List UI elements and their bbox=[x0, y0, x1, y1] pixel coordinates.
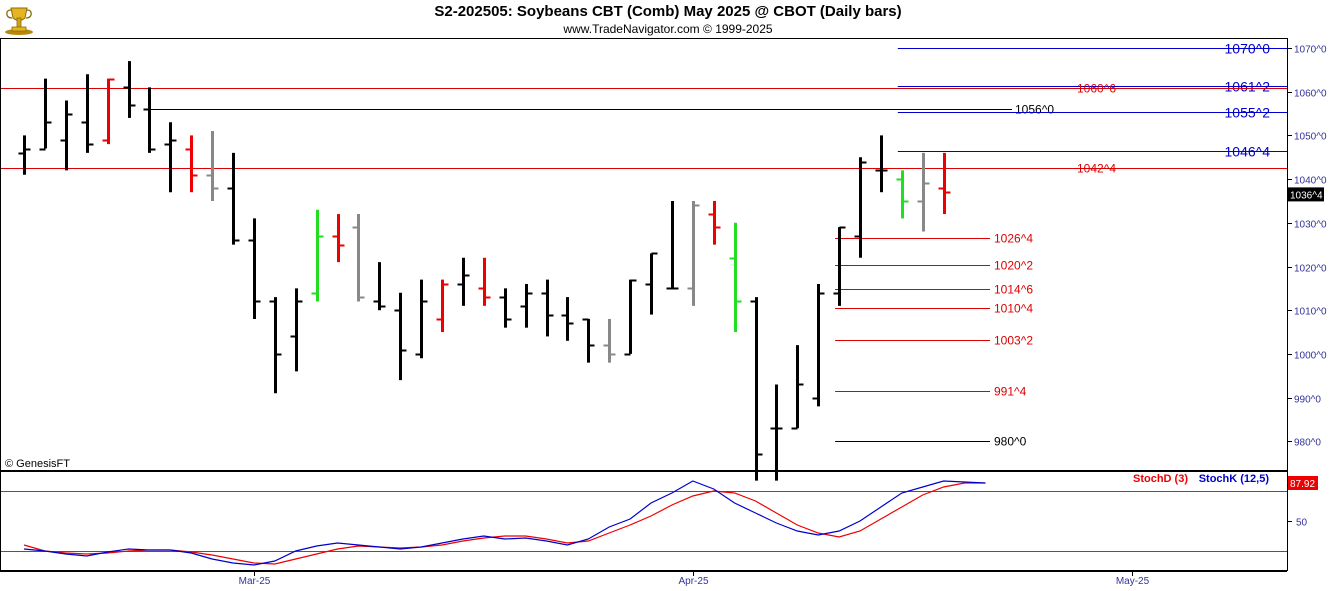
date-axis: Mar-25 Apr-25 May-25 bbox=[239, 571, 1150, 587]
price-bar bbox=[812, 283, 825, 407]
level-label: 1010^4 bbox=[994, 302, 1033, 316]
price-bar bbox=[102, 78, 115, 145]
price-bar bbox=[666, 200, 679, 290]
level-label: 980^0 bbox=[994, 435, 1027, 449]
price-bar bbox=[582, 318, 595, 363]
stoch-series-line bbox=[23, 480, 986, 566]
price-bar bbox=[123, 61, 136, 118]
price-bar bbox=[541, 279, 554, 337]
price-bar bbox=[373, 262, 386, 311]
stoch-tick-label: 50 bbox=[1296, 518, 1308, 529]
y-tick-label: 1060^0 bbox=[1294, 89, 1327, 100]
legend-stochk: StochK (12,5) bbox=[1199, 473, 1270, 485]
y-tick-label: 1000^0 bbox=[1294, 351, 1327, 362]
price-panel-frame bbox=[0, 38, 1288, 471]
y-tick-label: 1020^0 bbox=[1294, 264, 1327, 275]
stochastic-panel-frame bbox=[0, 471, 1288, 571]
price-bar bbox=[833, 226, 846, 306]
price-bar bbox=[729, 222, 742, 333]
x-tick-label: Mar-25 bbox=[239, 576, 271, 587]
level-label: 1060^6 bbox=[1077, 82, 1116, 96]
stochastic-lines bbox=[1, 480, 1287, 566]
level-label: 991^4 bbox=[994, 385, 1027, 399]
stoch-series-line bbox=[23, 482, 986, 565]
price-bar bbox=[290, 288, 303, 372]
level-label: 1070^0 bbox=[1225, 41, 1271, 57]
legend-stochd: StochD (3) bbox=[1133, 473, 1188, 485]
price-bar bbox=[415, 279, 428, 359]
price-bar bbox=[248, 218, 261, 319]
y-tick-label: 1040^0 bbox=[1294, 176, 1327, 187]
price-bar bbox=[394, 292, 407, 381]
price-bar bbox=[269, 297, 282, 394]
price-bar bbox=[18, 135, 31, 175]
price-bar bbox=[875, 135, 888, 193]
gold-trophy-icon bbox=[5, 7, 33, 35]
level-label: 1042^4 bbox=[1077, 162, 1116, 176]
price-bar bbox=[917, 152, 930, 232]
last-price-badge bbox=[1288, 187, 1324, 202]
price-bar bbox=[499, 288, 512, 328]
price-bar bbox=[624, 279, 637, 356]
price-bar bbox=[687, 200, 700, 306]
price-bar bbox=[457, 257, 470, 306]
price-bar bbox=[164, 122, 177, 193]
x-tick-label: May-25 bbox=[1116, 576, 1150, 587]
last-price-label: 1036^4 bbox=[1290, 190, 1323, 201]
price-bar bbox=[478, 257, 491, 306]
price-bar bbox=[39, 78, 52, 151]
y-tick-label: 1030^0 bbox=[1294, 220, 1327, 231]
price-bar bbox=[645, 252, 658, 315]
level-lines: 1070^0 1061^2 1060^6 1056^0 1055^2 1046^4 1042… bbox=[1, 41, 1287, 449]
price-bar bbox=[206, 131, 219, 201]
price-bar bbox=[332, 214, 345, 263]
price-bar bbox=[561, 297, 574, 341]
price-bar bbox=[436, 279, 449, 333]
level-label: 1056^0 bbox=[1015, 103, 1054, 117]
level-label: 1026^4 bbox=[994, 232, 1033, 246]
x-tick-label: Apr-25 bbox=[678, 576, 708, 587]
price-axis: 980^0 990^0 1000^0 1010^0 1020^0 1030^0 1040^0… bbox=[1287, 45, 1327, 449]
price-bar bbox=[854, 157, 867, 258]
price-bar bbox=[896, 170, 909, 219]
level-label: 1061^2 bbox=[1225, 79, 1271, 95]
price-bar bbox=[603, 318, 616, 363]
y-tick-label: 980^0 bbox=[1294, 438, 1321, 449]
price-bar bbox=[708, 200, 721, 245]
level-label: 1020^2 bbox=[994, 259, 1033, 273]
y-tick-label: 1010^0 bbox=[1294, 307, 1327, 318]
level-label: 1055^2 bbox=[1225, 105, 1271, 121]
trophy-logo bbox=[5, 7, 33, 35]
price-bar bbox=[938, 152, 951, 215]
stochastic-axis: StochD (3) StochK (12,5) 50 87.92 bbox=[1133, 473, 1318, 529]
stoch-last-badge bbox=[1288, 476, 1318, 490]
price-bars bbox=[18, 61, 951, 481]
level-label: 1003^2 bbox=[994, 334, 1033, 348]
price-bar bbox=[143, 87, 156, 153]
y-tick-label: 1070^0 bbox=[1294, 45, 1327, 56]
price-bar bbox=[227, 152, 240, 245]
price-bar bbox=[81, 74, 94, 153]
chart-title: S2-202505: Soybeans CBT (Comb) May 2025 … bbox=[434, 3, 902, 20]
chart-subtitle: www.TradeNavigator.com © 1999-2025 bbox=[563, 22, 773, 36]
level-label: 1014^6 bbox=[994, 283, 1033, 297]
data-provider-label: © GenesisFT bbox=[5, 458, 70, 470]
y-tick-label: 990^0 bbox=[1294, 395, 1321, 406]
price-bar bbox=[791, 345, 804, 430]
price-bar bbox=[750, 297, 763, 481]
price-bar bbox=[770, 384, 783, 481]
level-label: 1046^4 bbox=[1225, 144, 1271, 160]
price-bar bbox=[311, 209, 324, 302]
stoch-last-label: 87.92 bbox=[1290, 479, 1315, 490]
price-bar bbox=[520, 283, 533, 328]
price-bar bbox=[352, 214, 365, 302]
price-bar bbox=[185, 135, 198, 193]
price-bar bbox=[60, 100, 73, 171]
y-tick-label: 1050^0 bbox=[1294, 132, 1327, 143]
